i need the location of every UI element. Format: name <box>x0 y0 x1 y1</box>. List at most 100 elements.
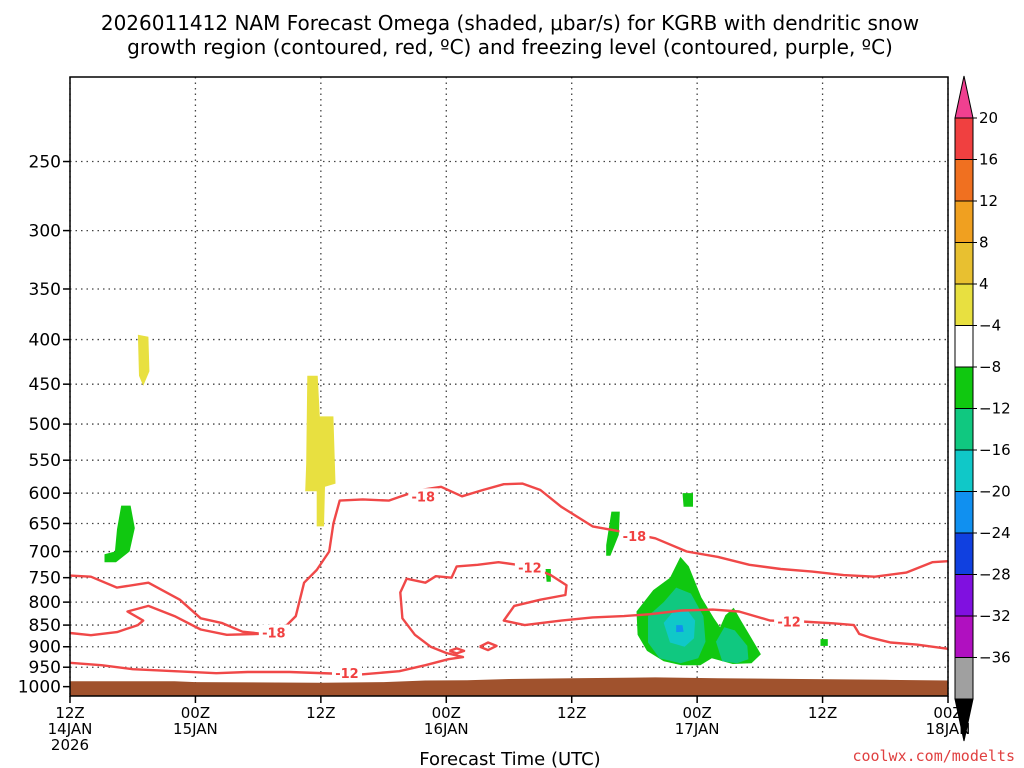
y-tick-label: 550 <box>29 451 61 471</box>
omega-region <box>682 493 693 507</box>
colorbar-bin <box>954 242 974 285</box>
contour-label-bg <box>619 528 650 544</box>
x-tick-label: 12Z <box>306 704 335 722</box>
colorbar-label: −24 <box>979 524 1011 542</box>
contour-label: -12 <box>777 616 801 631</box>
colorbar-bin <box>954 366 974 409</box>
colorbar-bin <box>954 159 974 202</box>
y-tick-label: 1000 <box>18 678 61 698</box>
colorbar: 20 16 12 8 4 −4 −8 −12 −16 −20 −24 −28 −32 −36 <box>954 75 1011 742</box>
colorbar-bin <box>954 117 974 160</box>
contour-label: -12 <box>335 667 359 682</box>
colorbar-arrow-bottom <box>954 698 974 742</box>
contour-label: -12 <box>518 561 542 576</box>
contour-label-bg <box>331 665 362 681</box>
y-axis-ticks: 2503003504004505005506006507007508008509… <box>18 153 70 698</box>
y-tick-label: 500 <box>29 415 61 435</box>
omega-region <box>545 569 551 582</box>
y-tick-label: 750 <box>29 569 61 589</box>
colorbar-label: −8 <box>979 358 1001 376</box>
omega-region <box>305 375 336 527</box>
colorbar-label: −4 <box>979 317 1001 335</box>
credit-text[interactable]: coolwx.com/modelts <box>852 747 1015 765</box>
y-tick-label: 400 <box>29 331 61 351</box>
colorbar-bin <box>954 200 974 243</box>
omega-region <box>676 625 684 633</box>
y-tick-label: 850 <box>29 616 61 636</box>
dgz-contour-line <box>69 604 280 637</box>
colorbar-bin <box>954 283 974 326</box>
x-tick-label: 2026 <box>51 736 89 754</box>
y-tick-label: 700 <box>29 543 61 563</box>
colorbar-arrow-top <box>954 75 974 119</box>
colorbar-bin <box>954 408 974 451</box>
plot-frame <box>69 76 949 697</box>
colorbar-bin <box>954 532 974 575</box>
x-axis-label: Forecast Time (UTC) <box>419 749 600 768</box>
colorbar-label: −36 <box>979 649 1011 667</box>
x-tick-label: 18JAN <box>926 720 971 738</box>
x-tick-label: 15JAN <box>173 720 218 738</box>
contour-label: -18 <box>262 627 286 642</box>
dgz-contour-line <box>479 641 498 652</box>
colorbar-bin <box>954 325 974 368</box>
x-tick-label: 12Z <box>808 704 837 722</box>
y-tick-label: 350 <box>29 280 61 300</box>
y-tick-label: 950 <box>29 658 61 678</box>
dgz-contour-line <box>449 647 466 655</box>
contour-label-bg <box>258 624 289 640</box>
omega-region <box>716 627 749 664</box>
contour-label-bg <box>514 559 545 575</box>
colorbar-bin <box>954 657 974 700</box>
plot-background <box>70 77 948 696</box>
chart-title-line1: 2026011412 NAM Forecast Omega (shaded, μ… <box>101 11 919 35</box>
colorbar-label: −16 <box>979 441 1011 459</box>
colorbar-label: 12 <box>979 192 998 210</box>
dgz-contour-line <box>69 561 949 676</box>
colorbar-label: 4 <box>979 275 989 293</box>
omega-region <box>104 505 135 563</box>
y-tick-label: 250 <box>29 153 61 173</box>
x-tick-label: 00Z <box>432 704 461 722</box>
dgz-contours: -18 -18 -18 -12 -12 -12 <box>69 482 949 682</box>
contour-label: -18 <box>412 490 436 505</box>
y-tick-label: 300 <box>29 222 61 242</box>
y-tick-label: 650 <box>29 514 61 534</box>
x-tick-label: 12Z <box>55 704 84 722</box>
colorbar-label: −20 <box>979 483 1011 501</box>
colorbar-label: −32 <box>979 607 1011 625</box>
omega-shading <box>104 334 828 666</box>
colorbar-label: 8 <box>979 234 989 252</box>
colorbar-bin <box>954 491 974 534</box>
plot-border <box>69 76 949 697</box>
x-tick-label: 14JAN <box>48 720 93 738</box>
omega-region <box>137 334 150 386</box>
omega-region <box>606 511 620 556</box>
colorbar-label: −28 <box>979 566 1011 584</box>
x-tick-label: 17JAN <box>675 720 720 738</box>
contour-label-bg <box>408 488 439 504</box>
y-tick-label: 800 <box>29 593 61 613</box>
terrain-polygon <box>70 677 948 696</box>
y-tick-label: 450 <box>29 375 61 395</box>
chart-title-line2: growth region (contoured, red, ºC) and f… <box>127 35 893 59</box>
x-tick-label: 12Z <box>557 704 586 722</box>
x-tick-label: 00Z <box>933 704 962 722</box>
terrain-fill <box>70 677 948 696</box>
colorbar-bin <box>954 615 974 658</box>
y-tick-label: 600 <box>29 484 61 504</box>
colorbar-label: 20 <box>979 109 998 127</box>
contour-label-bg <box>774 613 805 629</box>
colorbar-bin <box>954 574 974 617</box>
x-tick-label: 00Z <box>682 704 711 722</box>
x-tick-label: 00Z <box>181 704 210 722</box>
plot-area <box>70 77 948 696</box>
y-tick-label: 900 <box>29 638 61 658</box>
colorbar-label: −12 <box>979 400 1011 418</box>
x-tick-label: 16JAN <box>424 720 469 738</box>
colorbar-label: 16 <box>979 151 998 169</box>
contour-label: -18 <box>623 530 647 545</box>
colorbar-bin <box>954 449 974 492</box>
